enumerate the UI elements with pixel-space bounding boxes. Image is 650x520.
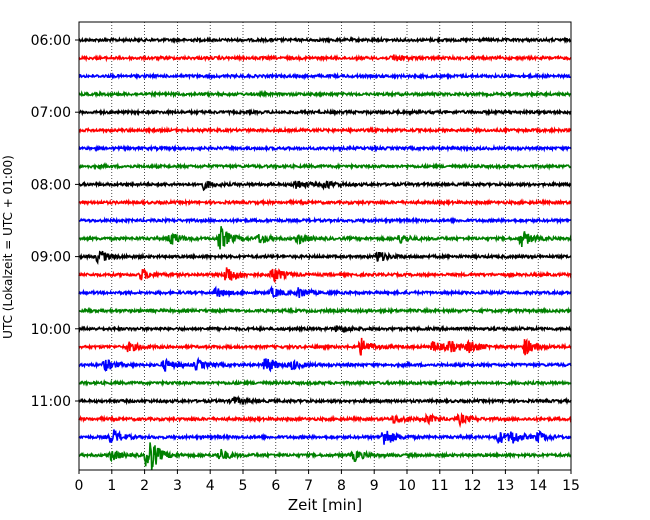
y-tick-label: 07:00: [31, 105, 71, 121]
trace-line: [78, 250, 572, 265]
x-tick-label: 13: [496, 478, 514, 494]
trace-line: [78, 125, 572, 135]
y-tick-label: 10:00: [31, 322, 71, 338]
grid-lines: [78, 22, 572, 470]
trace-line: [78, 35, 572, 45]
trace-line: [78, 216, 572, 225]
trace-line: [78, 306, 572, 316]
y-ticks: 06:00 07:00 08:00 09:00 10:00 11:00: [31, 33, 79, 410]
trace-line: [78, 53, 572, 63]
trace-line: [78, 285, 572, 299]
y-tick-label: 09:00: [31, 250, 71, 266]
y-tick-label: 08:00: [31, 177, 71, 193]
trace-line: [78, 378, 572, 388]
y-axis-label: UTC (Lokalzeit = UTC + 01:00): [1, 155, 15, 339]
traces: [78, 35, 572, 470]
x-tick-label: 14: [529, 478, 547, 494]
trace-line: [78, 429, 572, 445]
x-tick-label: 6: [271, 478, 280, 494]
x-tick-label: 4: [206, 478, 215, 494]
trace-line: [78, 179, 572, 192]
trace-line: [78, 226, 572, 250]
x-tick-label: 7: [304, 478, 313, 494]
x-tick-label: 10: [398, 478, 416, 494]
x-axis-label: Zeit [min]: [288, 496, 362, 514]
trace-line: [78, 71, 572, 81]
x-tick-label: 2: [140, 478, 149, 494]
trace-line: [78, 324, 572, 334]
trace-line: [78, 411, 572, 429]
trace-line: [78, 337, 572, 356]
x-tick-label: 8: [337, 478, 346, 494]
x-tick-label: 9: [370, 478, 379, 494]
trace-line: [78, 107, 572, 117]
trace-line: [78, 395, 572, 406]
trace-line: [78, 162, 572, 171]
x-tick-label: 0: [75, 478, 84, 494]
plot-frame: [78, 21, 572, 471]
y-tick-label: 06:00: [31, 33, 71, 49]
trace-line: [78, 89, 572, 99]
trace-line: [78, 442, 572, 470]
trace-line: [78, 143, 572, 153]
x-ticks: 0 1 2 3 4 5 6 7 8 9 10 11 12 13 14 15: [75, 470, 580, 494]
trace-line: [78, 356, 572, 373]
x-tick-label: 3: [173, 478, 182, 494]
x-tick-label: 1: [107, 478, 116, 494]
y-tick-label: 11:00: [31, 394, 71, 410]
trace-line: [78, 198, 572, 207]
trace-line: [78, 267, 572, 284]
x-tick-label: 15: [562, 478, 580, 494]
x-tick-label: 11: [431, 478, 449, 494]
x-tick-label: 12: [464, 478, 482, 494]
x-tick-label: 5: [239, 478, 248, 494]
